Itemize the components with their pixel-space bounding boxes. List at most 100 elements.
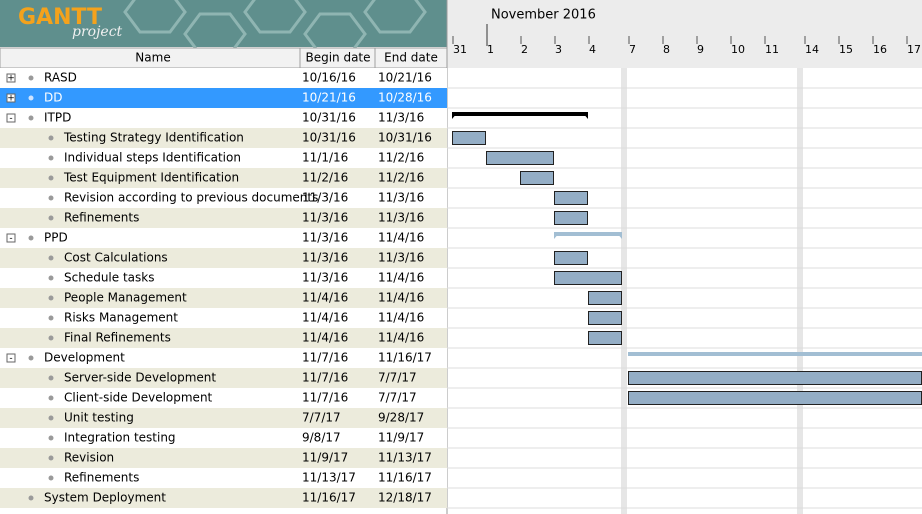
task-name[interactable]: PPD [44,231,68,245]
summary-end [554,232,560,239]
begin-date[interactable]: 10/31/16 [302,111,356,125]
task-name[interactable]: Client-side Development [64,391,213,405]
task-name[interactable]: Final Refinements [64,331,171,345]
task-name[interactable]: Risks Management [64,311,178,325]
task-name[interactable]: DD [44,91,62,105]
begin-date[interactable]: 11/7/16 [302,371,348,385]
end-date[interactable]: 11/3/16 [378,191,424,205]
task-bar[interactable] [554,211,588,225]
begin-date[interactable]: 11/3/16 [302,251,348,265]
task-name[interactable]: Unit testing [64,411,134,425]
task-bar[interactable] [628,371,922,385]
task-name[interactable]: Server-side Development [64,371,216,385]
begin-date[interactable]: 11/16/17 [302,491,356,505]
expander-sign[interactable]: - [9,114,12,124]
end-date[interactable]: 11/2/16 [378,151,424,165]
end-date[interactable]: 11/4/16 [378,331,424,345]
summary-bar [452,112,588,116]
task-name[interactable]: System Deployment [44,491,166,505]
end-date[interactable]: 11/4/16 [378,311,424,325]
expander-sign[interactable]: - [9,234,12,244]
task-name[interactable]: Development [44,351,125,365]
task-bar[interactable] [554,251,588,265]
task-bullet [48,475,54,481]
begin-date[interactable]: 11/4/16 [302,331,348,345]
begin-date[interactable]: 11/1/16 [302,151,348,165]
expander-sign[interactable]: + [7,74,15,84]
expander[interactable] [6,353,16,363]
begin-date[interactable]: 11/3/16 [302,271,348,285]
task-name[interactable]: Revision [64,451,114,465]
task-bar[interactable] [520,171,554,185]
end-date[interactable]: 7/7/17 [378,371,417,385]
end-date[interactable]: 11/9/17 [378,431,424,445]
column-header[interactable]: Begin date [305,51,370,65]
end-date[interactable]: 11/3/16 [378,111,424,125]
task-name[interactable]: Refinements [64,471,139,485]
begin-date[interactable]: 10/31/16 [302,131,356,145]
begin-date[interactable]: 10/16/16 [302,71,356,85]
end-date[interactable]: 9/28/17 [378,411,424,425]
begin-date[interactable]: 11/4/16 [302,291,348,305]
expander[interactable] [6,113,16,123]
begin-date[interactable]: 11/3/16 [302,211,348,225]
end-date[interactable]: 11/3/16 [378,251,424,265]
task-bar[interactable] [486,151,554,165]
begin-date[interactable]: 11/3/16 [302,231,348,245]
task-name[interactable]: Individual steps Identification [64,151,241,165]
column-header[interactable]: Name [135,51,170,65]
end-date[interactable]: 11/16/17 [378,351,432,365]
task-name[interactable]: Testing Strategy Identification [63,131,244,145]
expander[interactable] [6,73,16,83]
expander-sign[interactable]: + [7,94,15,104]
task-name[interactable]: Refinements [64,211,139,225]
end-date[interactable]: 11/13/17 [378,451,432,465]
task-name[interactable]: Test Equipment Identification [63,171,239,185]
task-bar[interactable] [628,391,922,405]
begin-date[interactable]: 10/21/16 [302,91,356,105]
day-label: 10 [731,43,745,56]
begin-date[interactable]: 11/13/17 [302,471,356,485]
end-date[interactable]: 10/31/16 [378,131,432,145]
column-header[interactable]: End date [384,51,438,65]
expander[interactable] [6,93,16,103]
task-name[interactable]: Cost Calculations [64,251,168,265]
task-bullet [48,175,54,181]
task-bullet [48,415,54,421]
row-background [0,428,447,448]
begin-date[interactable]: 11/9/17 [302,451,348,465]
end-date[interactable]: 7/7/17 [378,391,417,405]
task-name[interactable]: RASD [44,71,77,85]
begin-date[interactable]: 11/3/16 [302,191,348,205]
task-bar[interactable] [588,291,622,305]
task-bar[interactable] [588,331,622,345]
begin-date[interactable]: 9/8/17 [302,431,341,445]
expander[interactable] [6,233,16,243]
end-date[interactable]: 11/4/16 [378,271,424,285]
begin-date[interactable]: 11/7/16 [302,391,348,405]
task-name[interactable]: Integration testing [64,431,176,445]
end-date[interactable]: 11/4/16 [378,291,424,305]
task-bar[interactable] [588,311,622,325]
begin-date[interactable]: 11/4/16 [302,311,348,325]
day-label: 9 [697,43,704,56]
end-date[interactable]: 11/3/16 [378,211,424,225]
end-date[interactable]: 10/21/16 [378,71,432,85]
expander-sign[interactable]: - [9,354,12,364]
end-date[interactable]: 12/18/17 [378,491,432,505]
task-name[interactable]: People Management [64,291,187,305]
task-name[interactable]: ITPD [44,111,71,125]
begin-date[interactable]: 7/7/17 [302,411,341,425]
end-date[interactable]: 10/28/16 [378,91,432,105]
begin-date[interactable]: 11/2/16 [302,171,348,185]
end-date[interactable]: 11/4/16 [378,231,424,245]
task-bar[interactable] [554,191,588,205]
task-name[interactable]: Schedule tasks [64,271,154,285]
row-background [0,168,447,188]
task-bar[interactable] [452,131,486,145]
task-name[interactable]: Revision according to previous documents [64,191,318,205]
begin-date[interactable]: 11/7/16 [302,351,348,365]
end-date[interactable]: 11/2/16 [378,171,424,185]
end-date[interactable]: 11/16/17 [378,471,432,485]
task-bar[interactable] [554,271,622,285]
